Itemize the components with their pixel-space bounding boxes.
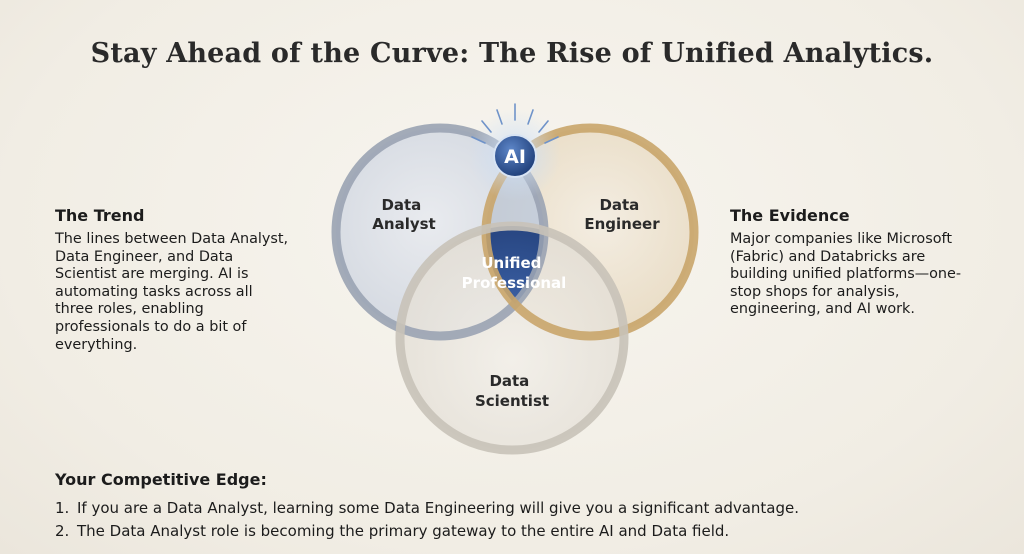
competitive-edge-list: 1. If you are a Data Analyst, learning so… [55, 497, 799, 543]
scientist-label: Data Scientist [475, 372, 549, 410]
list-item-number: 1. [55, 499, 70, 517]
evidence-line: (Fabric) and Databricks are [730, 248, 926, 265]
trend-line: professionals to do a bit of [55, 318, 247, 335]
analyst-label: Data Analyst [372, 196, 435, 233]
trend-line: automating tasks across all [55, 283, 253, 300]
list-item-text: The Data Analyst role is becoming the pr… [77, 522, 730, 540]
competitive-edge-heading: Your Competitive Edge: [55, 470, 267, 489]
trend-line: Scientist are merging. AI is [55, 266, 249, 283]
trend-line: everything. [55, 336, 138, 353]
scientist-ring [395, 221, 629, 455]
trend-line: Data Engineer, and Data [55, 248, 234, 265]
ai-badge [493, 134, 537, 178]
ai-rays [471, 103, 559, 144]
list-item-text: If you are a Data Analyst, learning some… [77, 499, 800, 517]
evidence-line: building unified platforms—one- [730, 266, 962, 283]
evidence-line: stop shops for analysis, [730, 283, 900, 300]
trend-line: The lines between Data Analyst, [55, 231, 289, 247]
evidence-heading: The Evidence [730, 206, 850, 225]
center-label: Unified Professional [462, 254, 567, 292]
list-item: 1. If you are a Data Analyst, learning so… [55, 497, 799, 520]
scientist-circle [400, 226, 624, 450]
page-title: Stay Ahead of the Curve: The Rise of Uni… [90, 38, 934, 69]
trend-line: three roles, enabling [55, 301, 204, 318]
evidence-line: engineering, and AI work. [730, 301, 915, 318]
trend-heading: The Trend [55, 206, 145, 225]
ai-badge-label: AI [504, 146, 526, 168]
list-item: 2. The Data Analyst role is becoming the … [55, 520, 799, 543]
list-item-number: 2. [55, 522, 70, 540]
evidence-text: Major companies like Microsoft (Fabric) … [730, 231, 992, 319]
evidence-line: Major companies like Microsoft [730, 231, 952, 247]
trend-text: The lines between Data Analyst, Data Eng… [55, 231, 325, 354]
engineer-label: Data Engineer [584, 196, 660, 233]
